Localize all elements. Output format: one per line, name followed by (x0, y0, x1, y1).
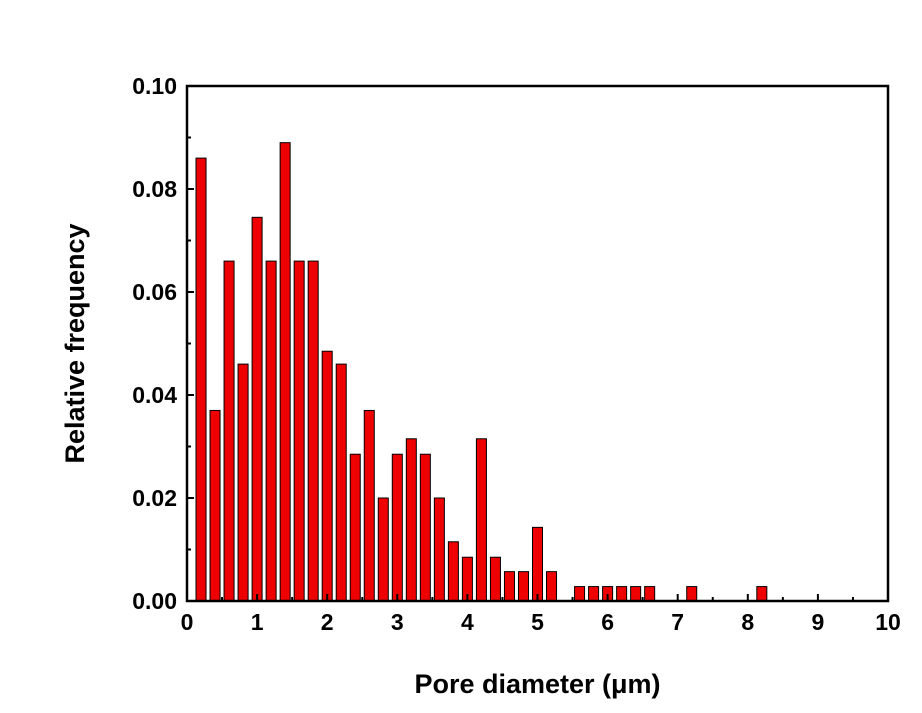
x-tick-label: 9 (812, 609, 825, 635)
x-tick-label: 5 (531, 609, 544, 635)
x-tick-label: 7 (671, 609, 684, 635)
x-axis-title: Pore diameter (μm) (414, 669, 660, 699)
bar (279, 142, 291, 602)
x-tick-label: 10 (875, 609, 901, 635)
x-tick-label: 2 (321, 609, 334, 635)
x-tick-label: 6 (601, 609, 614, 635)
ticks-group (186, 85, 889, 602)
bar (209, 409, 221, 602)
bar (363, 409, 375, 602)
bar (644, 586, 656, 602)
bar (489, 556, 501, 602)
x-tick-label: 3 (391, 609, 404, 635)
bar (391, 453, 403, 602)
bar (630, 586, 642, 602)
bar (349, 453, 361, 602)
bar (195, 157, 207, 602)
x-tick-label: 0 (181, 609, 194, 635)
bar (531, 526, 544, 602)
bar (756, 586, 768, 602)
bar (307, 260, 319, 602)
x-tick-label: 4 (461, 609, 474, 635)
y-tick-label: 0.02 (132, 485, 177, 511)
bar (616, 586, 628, 602)
bar (588, 586, 600, 602)
y-tick-label: 0.06 (132, 279, 177, 305)
bar (293, 260, 305, 602)
x-tick-label: 1 (251, 609, 264, 635)
y-tick-label: 0.00 (132, 588, 177, 614)
x-tick-label: 8 (741, 609, 754, 635)
tick-labels-group: 0 1 2 3 4 5 6 7 8 9 10 0.00 0.02 0.04 0.06 0.08 0.10 (132, 73, 901, 635)
y-tick-label: 0.04 (132, 382, 177, 408)
y-axis-title: Relative frequency (60, 223, 90, 463)
y-tick-label: 0.10 (132, 73, 177, 99)
bar (546, 571, 558, 602)
bar (223, 260, 235, 602)
bar (503, 571, 515, 602)
bar (574, 586, 586, 602)
bar (335, 363, 347, 602)
y-tick-label: 0.08 (132, 176, 177, 202)
bar (517, 571, 529, 602)
bar (419, 453, 431, 602)
bars-group (195, 142, 768, 602)
bar (377, 497, 389, 602)
bar (475, 438, 487, 602)
bar (321, 350, 333, 602)
bar (447, 541, 459, 602)
bar (237, 363, 249, 602)
bar (686, 586, 698, 602)
bar (265, 260, 277, 602)
bar (433, 497, 445, 602)
bar (251, 216, 263, 602)
plot-frame (185, 84, 890, 603)
bar (405, 438, 417, 602)
